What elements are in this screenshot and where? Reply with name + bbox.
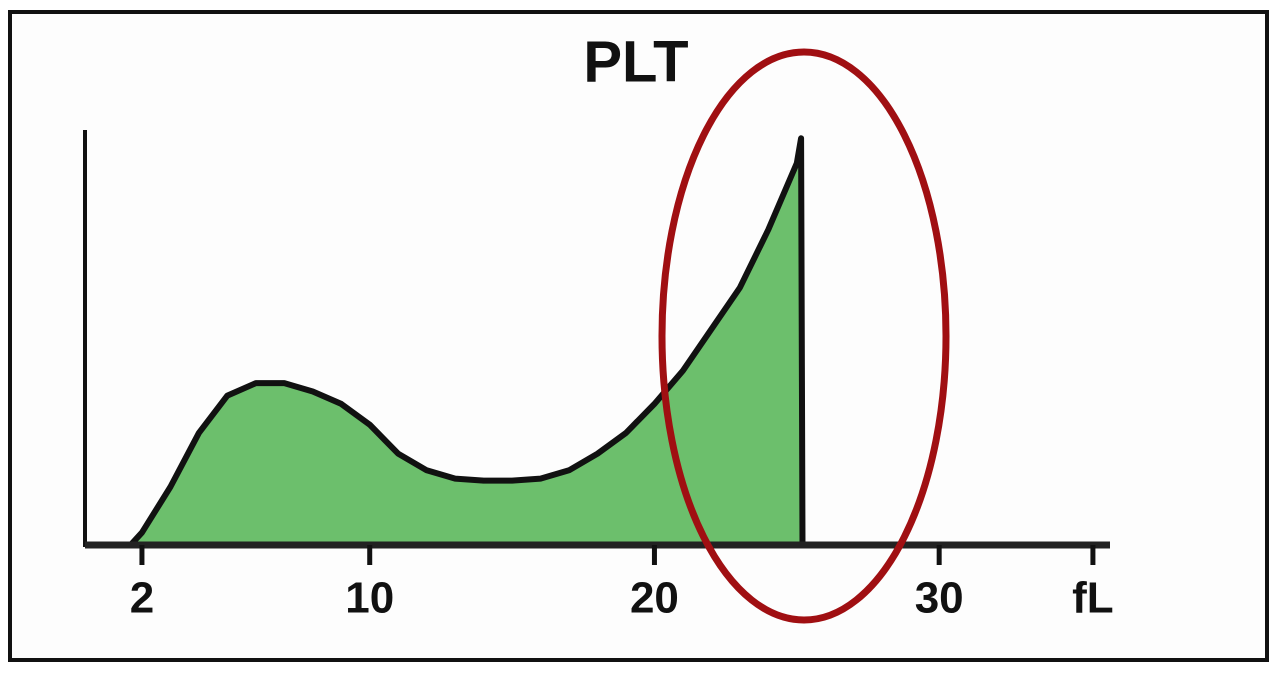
x-tick-label: fL: [1072, 574, 1114, 623]
area-outline: [128, 135, 806, 548]
plot: [128, 135, 806, 548]
x-tick-label: 20: [630, 574, 679, 623]
x-tick-label: 30: [915, 574, 964, 623]
highlight-ellipse: [658, 48, 950, 624]
x-tick-label: 2: [130, 574, 154, 623]
frame: [8, 10, 1269, 662]
area: [130, 138, 803, 546]
ticks: 2 10 20 30 fL: [130, 545, 1114, 623]
x-tick-label: 10: [345, 574, 394, 623]
chart-title: PLT: [583, 29, 688, 94]
